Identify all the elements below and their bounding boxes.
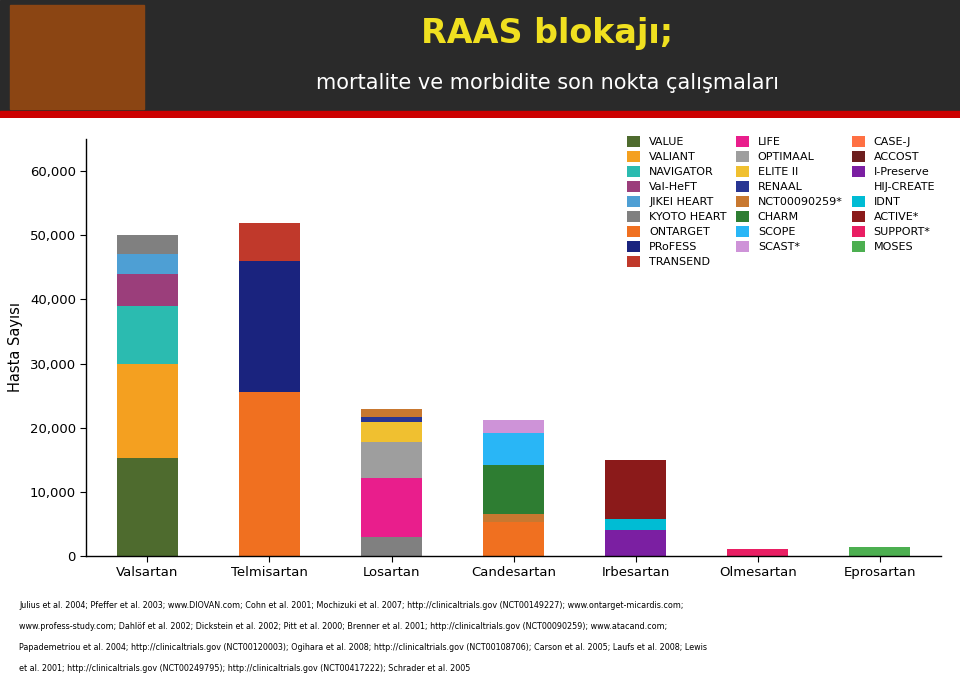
Bar bbox=[239, 392, 300, 556]
Bar bbox=[117, 306, 178, 364]
Text: et al. 2001; http://clinicaltrials.gov (NCT00249795); http://clinicaltrials.gov : et al. 2001; http://clinicaltrials.gov (… bbox=[19, 664, 470, 673]
Text: mortalite ve morbidite son nokta çalışmaları: mortalite ve morbidite son nokta çalışma… bbox=[316, 73, 779, 92]
Bar bbox=[605, 460, 666, 518]
Bar bbox=[605, 530, 666, 556]
Bar bbox=[361, 409, 422, 418]
Legend: VALUE, VALIANT, NAVIGATOR, Val-HeFT, JIKEI HEART, KYOTO HEART, ONTARGET, PRoFESS: VALUE, VALIANT, NAVIGATOR, Val-HeFT, JIK… bbox=[627, 136, 935, 268]
Text: www.profess-study.com; Dahlöf et al. 2002; Dickstein et al. 2002; Pitt et al. 20: www.profess-study.com; Dahlöf et al. 200… bbox=[19, 622, 667, 631]
Bar bbox=[117, 274, 178, 306]
Bar bbox=[239, 223, 300, 261]
Bar bbox=[117, 254, 178, 274]
Bar bbox=[117, 235, 178, 254]
Bar bbox=[117, 458, 178, 556]
Bar bbox=[0, 111, 960, 118]
Bar bbox=[728, 548, 788, 556]
Bar bbox=[117, 364, 178, 458]
Bar bbox=[361, 477, 422, 537]
Bar bbox=[483, 420, 544, 434]
Bar bbox=[483, 522, 544, 556]
Bar bbox=[850, 547, 910, 556]
Bar bbox=[483, 465, 544, 514]
Bar bbox=[361, 537, 422, 556]
Y-axis label: Hasta Sayısı: Hasta Sayısı bbox=[8, 302, 23, 393]
Text: Papademetriou et al. 2004; http://clinicaltrials.gov (NCT00120003); Ogihara et a: Papademetriou et al. 2004; http://clinic… bbox=[19, 643, 708, 652]
Bar bbox=[239, 261, 300, 392]
Bar bbox=[361, 443, 422, 477]
Bar bbox=[10, 5, 144, 108]
Bar bbox=[605, 518, 666, 530]
Bar bbox=[483, 514, 544, 522]
Text: Julius et al. 2004; Pfeffer et al. 2003; www.DIOVAN.com; Cohn et al. 2001; Mochi: Julius et al. 2004; Pfeffer et al. 2003;… bbox=[19, 601, 684, 610]
Bar bbox=[483, 434, 544, 465]
Bar bbox=[361, 418, 422, 423]
Bar bbox=[361, 423, 422, 443]
Text: RAAS blokajı;: RAAS blokajı; bbox=[421, 17, 673, 49]
